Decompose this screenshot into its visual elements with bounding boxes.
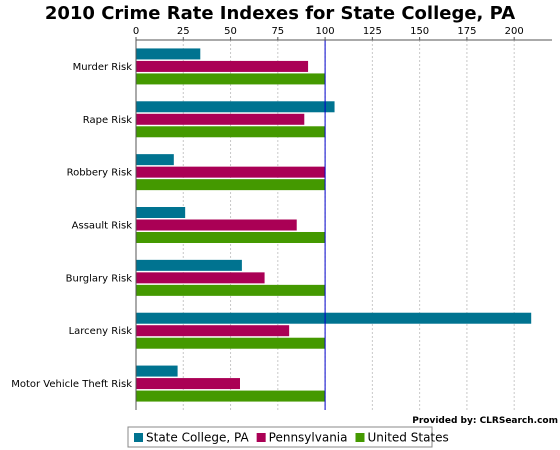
bar — [136, 126, 326, 138]
bar — [136, 337, 326, 349]
bar — [136, 232, 326, 243]
x-tick-label: 125 — [363, 26, 382, 37]
legend: State College, PA Pennsylvania United Stat… — [127, 426, 449, 448]
category-label: Rape Risk — [83, 115, 132, 126]
category-label: Murder Risk — [73, 62, 133, 73]
x-tick-label: 150 — [410, 26, 429, 37]
axes — [135, 39, 552, 410]
bar — [136, 60, 309, 72]
x-tick-label: 200 — [505, 26, 524, 37]
x-axis-ticks: 0 25 50 75 100 125 150 175 200 — [133, 26, 524, 40]
chart-title: 2010 Crime Rate Indexes for State Colleg… — [45, 3, 515, 24]
bar — [136, 219, 297, 231]
category-label: Motor Vehicle Theft Risk — [11, 379, 132, 390]
legend-label: United States — [368, 431, 449, 445]
bar — [136, 365, 178, 377]
bar — [136, 113, 305, 125]
legend-label: State College, PA — [146, 431, 249, 445]
x-tick-label: 25 — [177, 26, 190, 37]
category-label: Burglary Risk — [66, 273, 133, 284]
x-tick-label: 50 — [224, 26, 237, 37]
category-labels: Murder Risk Rape Risk Robbery Risk Assault … — [11, 62, 132, 390]
legend-swatch — [355, 433, 365, 442]
bar — [136, 259, 242, 271]
bar — [136, 284, 326, 296]
bar — [136, 48, 201, 60]
credit-label: Provided by: CLRSearch.com — [412, 416, 558, 426]
legend-swatch — [134, 433, 143, 442]
bar — [136, 207, 186, 218]
bar — [136, 272, 265, 284]
legend-label: Pennsylvania — [269, 431, 348, 445]
bar — [136, 312, 532, 324]
x-tick-label: 0 — [133, 26, 139, 37]
x-tick-label: 175 — [457, 26, 476, 37]
bar — [136, 378, 240, 390]
bar — [136, 166, 326, 178]
bar — [136, 325, 290, 337]
x-tick-label: 100 — [316, 26, 335, 37]
bar — [136, 179, 326, 191]
category-label: Robbery Risk — [67, 168, 133, 179]
bar — [136, 154, 174, 166]
bar — [136, 390, 326, 402]
category-label: Assault Risk — [72, 221, 133, 232]
legend-swatch — [256, 433, 266, 442]
category-label: Larceny Risk — [69, 326, 133, 337]
bar — [136, 73, 326, 85]
x-tick-label: 75 — [271, 26, 284, 37]
bars — [136, 48, 532, 402]
bar — [136, 101, 335, 113]
